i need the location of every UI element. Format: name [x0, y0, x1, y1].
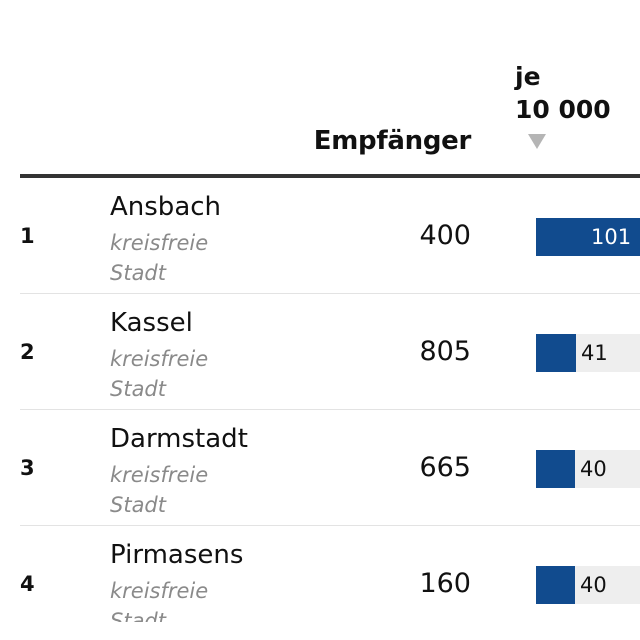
column-header-recipients[interactable]: Empfänger	[313, 126, 472, 156]
row-city-type: kreisfreie Stadt	[110, 344, 240, 404]
row-rank: 3	[20, 456, 35, 480]
table-row: 4 Pirmasens kreisfreie Stadt 160 40	[20, 526, 640, 622]
table-row: 3 Darmstadt kreisfreie Stadt 665 40	[20, 410, 640, 526]
row-rank: 1	[20, 224, 35, 248]
row-city-name: Ansbach	[110, 192, 222, 222]
row-city-type-line2: Stadt	[110, 377, 166, 401]
row-recipients: 160	[419, 568, 471, 599]
header-divider	[20, 174, 640, 178]
rate-bar-track: 40	[536, 450, 640, 488]
row-city-type-line2: Stadt	[110, 493, 166, 517]
rate-bar-fill	[536, 334, 576, 372]
table-row: 2 Kassel kreisfreie Stadt 805 41	[20, 294, 640, 410]
rate-bar-track: 101	[536, 218, 640, 256]
row-recipients: 400	[419, 220, 471, 251]
row-city-type: kreisfreie Stadt	[110, 228, 240, 288]
rate-bar-label: 40	[580, 573, 607, 597]
row-city-type: kreisfreie Stadt	[110, 576, 240, 622]
row-city-type-line1: kreisfreie	[110, 579, 209, 603]
row-rank: 2	[20, 340, 35, 364]
row-city-name: Darmstadt	[110, 424, 248, 454]
column-header-rate[interactable]: je 10 000	[515, 60, 611, 126]
row-city-type-line2: Stadt	[110, 609, 166, 622]
row-city-type-line1: kreisfreie	[110, 347, 209, 371]
rate-bar-label: 41	[581, 341, 608, 365]
row-city-type: kreisfreie Stadt	[110, 460, 240, 520]
rate-bar-fill	[536, 566, 575, 604]
sort-descending-icon[interactable]	[528, 134, 546, 149]
rate-bar-track: 41	[536, 334, 640, 372]
column-header-rate-line1: je	[515, 62, 541, 91]
row-recipients: 805	[419, 336, 471, 367]
column-header-rate-line2: 10 000	[515, 95, 611, 124]
rate-bar-label: 40	[580, 457, 607, 481]
row-city-name: Pirmasens	[110, 540, 244, 570]
row-city-name: Kassel	[110, 308, 193, 338]
table-row: 1 Ansbach kreisfreie Stadt 400 101	[20, 178, 640, 294]
row-recipients: 665	[419, 452, 471, 483]
row-city-type-line1: kreisfreie	[110, 463, 209, 487]
row-city-type-line2: Stadt	[110, 261, 166, 285]
ranking-table: Empfänger je 10 000 1 Ansbach kreisfreie St…	[20, 60, 640, 622]
rate-bar-label: 101	[591, 225, 632, 249]
rate-bar-fill	[536, 450, 575, 488]
rate-bar-fill	[536, 218, 640, 256]
row-city-type-line1: kreisfreie	[110, 231, 209, 255]
row-rank: 4	[20, 572, 35, 596]
rate-bar-track: 40	[536, 566, 640, 604]
